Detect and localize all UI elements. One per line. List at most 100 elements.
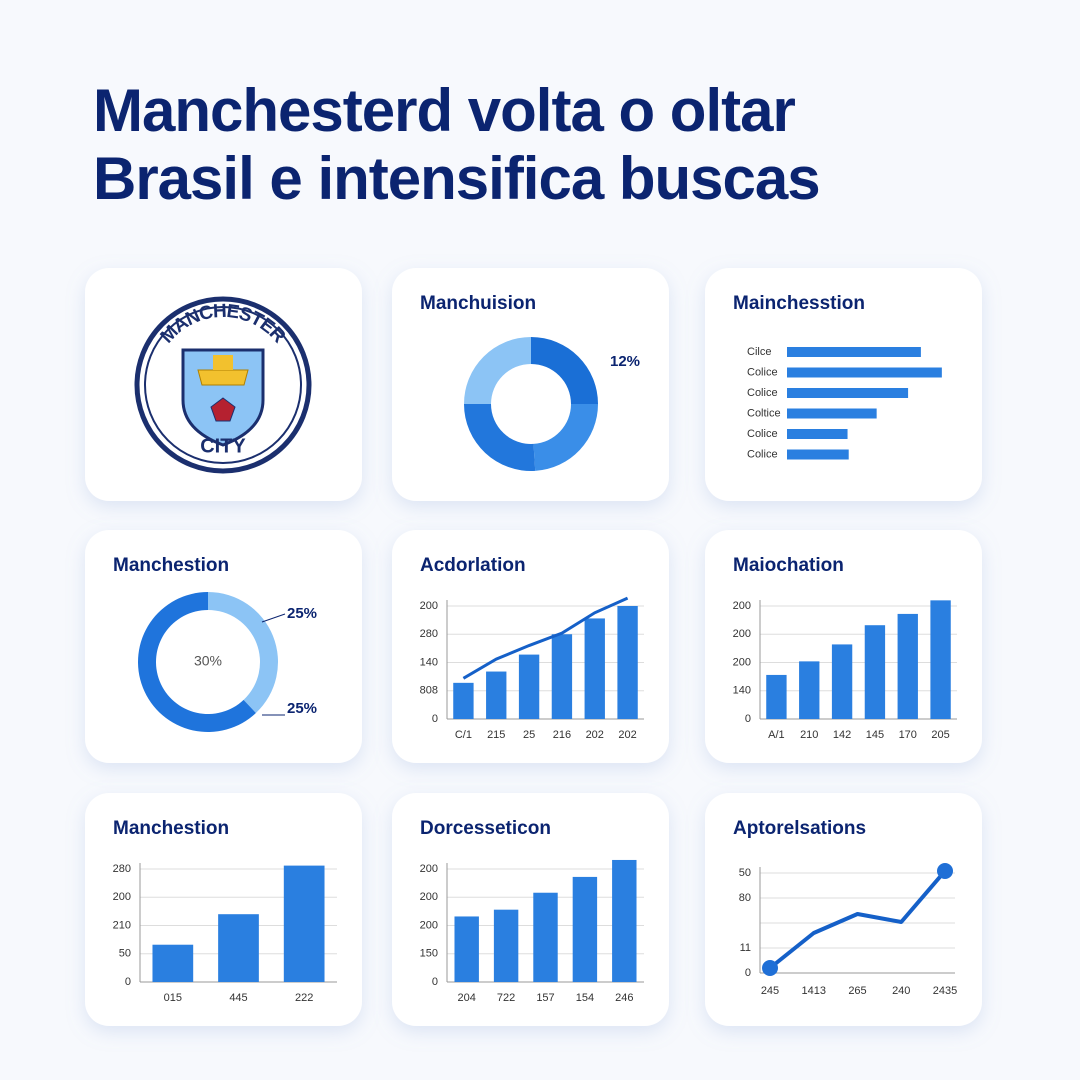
logo-ship <box>197 369 249 386</box>
bar <box>617 606 638 719</box>
bar <box>787 429 848 439</box>
x-tick-label: 445 <box>229 992 247 1004</box>
bar <box>572 876 598 982</box>
marker <box>762 960 778 976</box>
y-tick-label: 0 <box>432 976 438 988</box>
x-tick-label: A/1 <box>768 729 785 741</box>
card <box>392 268 669 501</box>
y-tick-label: 200 <box>733 656 751 668</box>
y-tick-label: 200 <box>420 600 438 612</box>
bar <box>454 916 479 982</box>
bar <box>787 347 921 357</box>
bar <box>584 618 605 719</box>
bar <box>766 674 787 719</box>
donut-segment <box>531 337 598 404</box>
category-label: Cilce <box>747 346 771 358</box>
donut-segment <box>208 592 279 714</box>
bar <box>787 408 877 419</box>
bar <box>787 367 942 378</box>
x-tick-label: 1413 <box>802 985 826 997</box>
headline: Manchesterd volta o oltar <box>93 77 795 144</box>
y-tick-label: 0 <box>745 967 751 979</box>
y-tick-label: 50 <box>119 948 131 960</box>
logo: MANCHESTER CITY <box>134 296 312 474</box>
x-tick-label: 210 <box>800 729 818 741</box>
y-tick-label: 280 <box>420 628 438 640</box>
x-tick-label: 154 <box>576 992 594 1004</box>
category-label: Colice <box>747 448 778 460</box>
bar <box>551 634 573 719</box>
annotation: 25% <box>287 605 317 622</box>
annotation: 12% <box>610 353 640 370</box>
logo-text: CITY <box>200 435 246 457</box>
bar <box>930 600 951 719</box>
x-tick-label: 265 <box>848 985 866 997</box>
x-tick-label: 245 <box>761 985 779 997</box>
bar <box>864 625 886 719</box>
x-tick-label: C/1 <box>455 729 472 741</box>
y-tick-label: 200 <box>113 891 131 903</box>
bar <box>152 944 194 982</box>
x-tick-label: 222 <box>295 992 313 1004</box>
bar <box>831 644 853 719</box>
y-tick-label: 0 <box>125 976 131 988</box>
bar <box>897 613 918 719</box>
annotation: 25% <box>287 700 317 717</box>
x-tick-label: 142 <box>833 729 851 741</box>
logo-ring <box>144 306 302 464</box>
y-tick-label: 200 <box>420 863 438 875</box>
donut-segment <box>464 337 531 404</box>
bar <box>787 388 909 398</box>
card-title: Manchestion <box>113 818 229 839</box>
category-label: Colice <box>747 387 778 399</box>
card-title: Dorcesseticon <box>420 818 551 839</box>
x-tick-label: 015 <box>164 992 182 1004</box>
y-tick-label: 0 <box>745 713 751 725</box>
marker <box>937 863 953 879</box>
x-tick-label: 25 <box>523 729 535 741</box>
category-label: Colice <box>747 428 778 440</box>
card-title: Maiochation <box>733 555 844 576</box>
y-tick-label: 11 <box>740 942 751 954</box>
line <box>462 596 629 680</box>
donut-segment <box>464 404 536 471</box>
logo-rose <box>210 397 236 422</box>
center-label: 30% <box>194 653 222 669</box>
y-tick-label: 50 <box>739 867 751 879</box>
x-tick-label: 2435 <box>933 985 957 997</box>
y-tick-label: 200 <box>733 628 751 640</box>
x-tick-label: 204 <box>458 992 476 1004</box>
bar <box>518 654 540 719</box>
x-tick-label: 215 <box>487 729 505 741</box>
card <box>705 268 982 501</box>
bar <box>283 865 325 982</box>
bar <box>218 914 259 982</box>
bar <box>799 661 820 719</box>
y-tick-label: 200 <box>420 891 438 903</box>
x-tick-label: 202 <box>586 729 604 741</box>
card-title: Mainchesstion <box>733 293 865 314</box>
y-tick-label: 140 <box>420 656 438 668</box>
y-tick-label: 808 <box>420 685 438 697</box>
bar <box>493 909 519 982</box>
bar <box>612 859 637 982</box>
y-tick-label: 280 <box>113 863 131 875</box>
x-tick-label: 145 <box>866 729 884 741</box>
x-tick-label: 246 <box>615 992 633 1004</box>
donut-segment <box>138 592 256 732</box>
logo-ship <box>213 355 233 370</box>
card-title: Aptorelsations <box>733 818 866 839</box>
bar <box>787 449 849 460</box>
card-title: Acdorlation <box>420 555 526 576</box>
y-tick-label: 210 <box>113 919 131 931</box>
donut-segment <box>533 404 598 471</box>
y-tick-label: 140 <box>733 685 751 697</box>
card-title: Manchestion <box>113 555 229 576</box>
category-label: Coltice <box>747 407 781 419</box>
leader-line <box>261 613 286 623</box>
x-tick-label: 157 <box>536 992 554 1004</box>
y-tick-label: 80 <box>739 892 751 904</box>
y-tick-label: 200 <box>420 919 438 931</box>
y-tick-label: 200 <box>733 600 751 612</box>
